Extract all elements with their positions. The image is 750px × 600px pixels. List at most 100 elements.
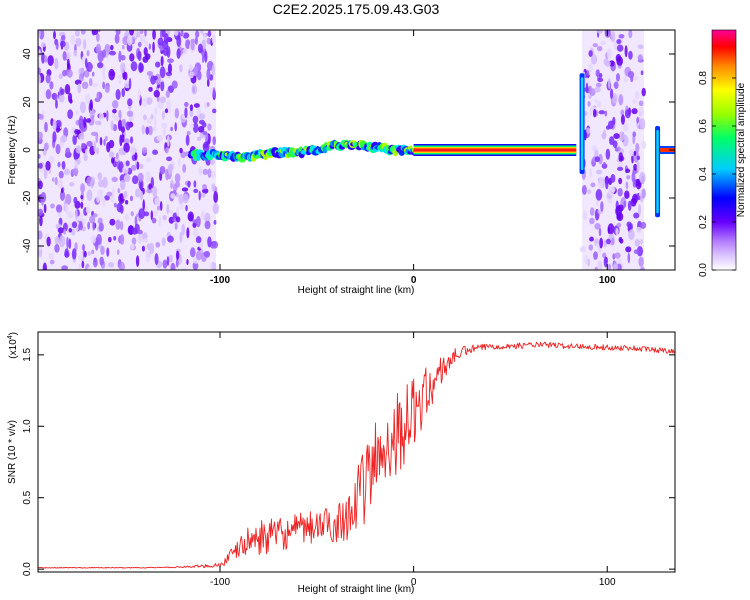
noise-blob bbox=[207, 123, 212, 131]
noise-blob bbox=[57, 179, 64, 189]
noise-blob bbox=[181, 187, 189, 192]
noise-blob bbox=[103, 138, 106, 146]
noise-blob bbox=[148, 86, 153, 92]
noise-blob bbox=[146, 243, 151, 250]
noise-blob bbox=[181, 223, 185, 236]
noise-blob bbox=[122, 165, 129, 174]
noise-blob bbox=[80, 30, 86, 35]
noise-blob bbox=[108, 68, 115, 81]
noise-blob bbox=[616, 38, 622, 45]
noise-blob bbox=[612, 93, 618, 104]
noise-blob bbox=[119, 194, 124, 202]
noise-blob bbox=[118, 50, 122, 63]
noise-blob bbox=[616, 44, 624, 52]
noise-blob bbox=[101, 49, 107, 58]
noise-blob bbox=[153, 75, 158, 81]
noise-blob bbox=[614, 252, 621, 259]
noise-blob bbox=[108, 236, 112, 243]
noise-blob bbox=[195, 236, 202, 244]
noise-blob bbox=[633, 75, 639, 81]
noise-blob bbox=[123, 71, 128, 81]
noise-blob bbox=[609, 88, 614, 99]
noise-blob bbox=[587, 258, 591, 267]
noise-blob bbox=[634, 90, 640, 100]
noise-blob bbox=[638, 106, 645, 117]
noise-blob bbox=[92, 221, 96, 231]
noise-blob bbox=[55, 119, 62, 128]
noise-blob bbox=[210, 170, 216, 179]
noise-blob bbox=[90, 178, 95, 189]
noise-blob bbox=[159, 96, 167, 103]
noise-blob bbox=[120, 184, 124, 191]
noise-blob bbox=[195, 250, 202, 261]
noise-blob bbox=[588, 63, 593, 73]
x-tick-label: 100 bbox=[599, 577, 616, 588]
noise-blob bbox=[623, 200, 626, 208]
noise-blob bbox=[92, 213, 98, 218]
noise-blob bbox=[603, 161, 606, 168]
noise-blob bbox=[641, 188, 646, 199]
noise-blob bbox=[202, 188, 209, 194]
noise-blob bbox=[604, 110, 608, 117]
noise-blob bbox=[75, 145, 82, 154]
noise-blob bbox=[159, 66, 166, 79]
noise-blob bbox=[589, 85, 593, 95]
noise-blob bbox=[595, 82, 602, 88]
noise-blob bbox=[78, 222, 84, 231]
noise-blob bbox=[596, 45, 603, 52]
noise-blob bbox=[97, 189, 104, 195]
noise-blob bbox=[73, 49, 78, 57]
noise-blob bbox=[142, 114, 147, 121]
y-tick-label: -40 bbox=[22, 238, 33, 253]
noise-blob bbox=[176, 35, 182, 47]
noise-blob bbox=[619, 238, 624, 244]
noise-blob bbox=[207, 168, 212, 179]
noise-blob bbox=[587, 100, 591, 107]
noise-blob bbox=[38, 30, 41, 38]
colorbar: 0.0 0.2 0.4 0.6 0.8 Normalized spectral ampl… bbox=[698, 29, 747, 277]
noise-blob bbox=[136, 161, 140, 170]
noise-blob bbox=[152, 30, 156, 40]
noise-blob bbox=[118, 79, 122, 84]
noise-blob bbox=[615, 205, 622, 217]
y-tick-label: 20 bbox=[22, 96, 33, 108]
noise-blob bbox=[168, 209, 174, 215]
noise-blob bbox=[111, 113, 117, 118]
noise-blob bbox=[124, 213, 130, 221]
noise-blob bbox=[98, 222, 104, 232]
noise-blob bbox=[192, 219, 197, 224]
noise-blob bbox=[599, 237, 604, 249]
noise-blob bbox=[90, 114, 95, 120]
noise-blob bbox=[186, 130, 191, 136]
noise-blob bbox=[89, 215, 96, 224]
noise-blob bbox=[200, 210, 205, 221]
noise-blob bbox=[601, 132, 607, 140]
noise-blob bbox=[184, 101, 189, 108]
noise-blob bbox=[207, 236, 212, 248]
noise-blob bbox=[126, 110, 134, 117]
noise-blob bbox=[165, 90, 170, 98]
noise-blob bbox=[170, 193, 176, 199]
y-tick-label: 1.5 bbox=[22, 347, 33, 361]
noise-blob bbox=[57, 161, 61, 168]
noise-blob bbox=[99, 193, 103, 202]
noise-blob bbox=[91, 82, 99, 88]
noise-blob bbox=[83, 39, 87, 51]
noise-blob bbox=[48, 155, 55, 165]
snr-series-layer bbox=[38, 341, 675, 569]
noise-blob bbox=[74, 128, 80, 135]
noise-blob bbox=[161, 110, 165, 120]
noise-blob bbox=[92, 257, 98, 268]
noise-blob bbox=[150, 114, 154, 120]
noise-blob bbox=[142, 199, 145, 211]
noise-blob bbox=[204, 50, 208, 63]
noise-blob bbox=[193, 103, 200, 108]
noise-blob bbox=[142, 238, 149, 243]
noise-blob bbox=[192, 227, 199, 238]
noise-blob bbox=[121, 88, 125, 98]
noise-blob bbox=[128, 30, 135, 36]
noise-blob bbox=[109, 50, 116, 56]
noise-blob bbox=[167, 63, 173, 74]
noise-blob bbox=[189, 247, 196, 258]
noise-blob bbox=[596, 100, 602, 108]
